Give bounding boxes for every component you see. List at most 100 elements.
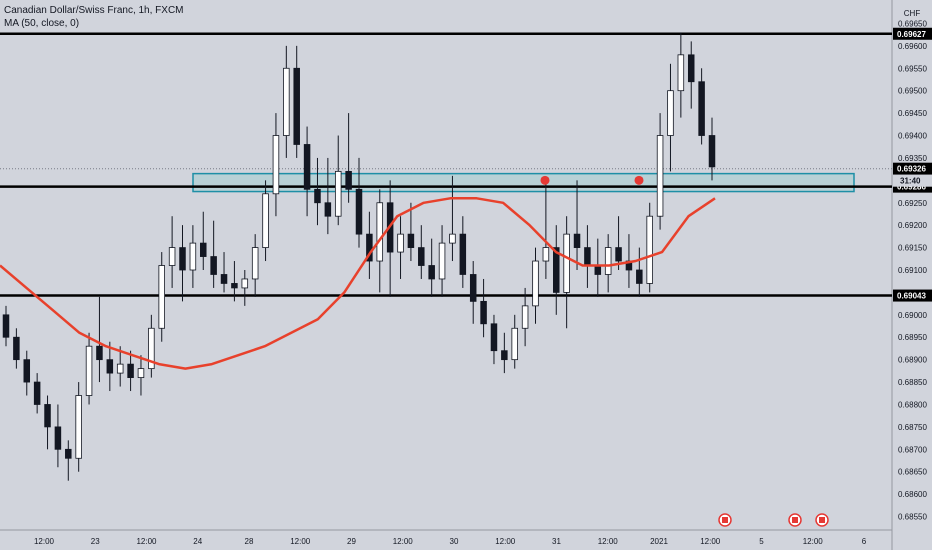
price-tick-label: 0.68700 (898, 445, 927, 454)
bullish-candle (667, 90, 674, 136)
support-resistance-zone (192, 172, 855, 193)
time-tick-label: 12:00 (290, 537, 311, 546)
bearish-candle (293, 67, 300, 145)
symbol-title[interactable]: Canadian Dollar/Swiss Franc, 1h, FXCM (4, 5, 184, 16)
bullish-candle (189, 242, 197, 271)
price-tick-label: 0.69350 (898, 154, 927, 163)
price-tick-label: 0.69150 (898, 244, 927, 253)
bearish-candle (54, 426, 62, 450)
bearish-candle (584, 247, 591, 266)
bullish-candle (168, 247, 176, 266)
countdown-label: 31:40 (900, 177, 921, 186)
bearish-candle (231, 283, 238, 289)
bullish-candle (521, 305, 529, 329)
price-tick-label: 0.68550 (898, 513, 927, 522)
bullish-candle (116, 363, 124, 374)
bearish-candle (501, 350, 508, 361)
price-tick-label: 0.68900 (898, 356, 927, 365)
bearish-candle (106, 359, 114, 374)
bullish-candle (376, 202, 384, 262)
bullish-candle (262, 193, 269, 248)
time-tick-label: 31 (552, 537, 561, 546)
bullish-candle (646, 215, 653, 284)
bearish-candle (480, 300, 487, 325)
moving-average-line (0, 197, 716, 370)
bearish-candle (366, 233, 373, 262)
price-tick-label: 0.68850 (898, 378, 927, 387)
bearish-candle (345, 170, 352, 190)
bullish-candle (158, 265, 165, 329)
time-tick-label: 12:00 (700, 537, 721, 546)
bearish-candle (2, 314, 10, 338)
bullish-candle (148, 327, 155, 370)
time-tick-label: 30 (450, 537, 459, 546)
time-tick-label: 12:00 (598, 537, 619, 546)
bearish-candle (698, 81, 705, 136)
currency-label: CHF (904, 9, 921, 18)
bullish-candle (449, 233, 456, 244)
price-tick-label: 0.69450 (898, 109, 927, 118)
price-tick-label: 0.69400 (898, 132, 927, 141)
bearish-candle (355, 188, 363, 235)
bearish-candle (594, 265, 602, 275)
bearish-candle (314, 188, 321, 204)
bearish-candle (428, 265, 435, 280)
bullish-candle (511, 327, 518, 361)
price-tick-label: 0.69650 (898, 19, 927, 28)
chart-legend: Canadian Dollar/Swiss Franc, 1h, FXCM MA… (4, 4, 184, 30)
bearish-candle (220, 274, 228, 284)
level-price-tag: 0.69286 (897, 183, 926, 192)
price-tick-label: 0.68950 (898, 333, 927, 342)
bullish-candle (677, 54, 685, 92)
canada-flag-icon-glyph (819, 517, 825, 523)
last-price-tag: 0.69326 (897, 165, 926, 174)
bearish-candle (127, 363, 134, 378)
bearish-candle (418, 247, 425, 266)
time-tick-label: 12:00 (495, 537, 516, 546)
last-price-tag-bg (893, 162, 932, 175)
bullish-candle (397, 233, 404, 253)
bearish-candle (303, 144, 311, 190)
bearish-candle (200, 242, 207, 257)
price-tick-label: 0.69600 (898, 42, 927, 51)
price-tick-label: 0.69500 (898, 87, 927, 96)
bullish-candle (563, 233, 570, 293)
price-tick-label: 0.69550 (898, 64, 927, 73)
time-tick-label: 12:00 (34, 537, 55, 546)
time-tick-label: 5 (759, 537, 764, 546)
indicator-title[interactable]: MA (50, close, 0) (4, 18, 80, 29)
bullish-candle (334, 170, 342, 217)
level-price-tag-bg (893, 289, 932, 302)
bullish-candle (75, 395, 82, 459)
bearish-candle (687, 54, 695, 83)
signal-marker (634, 175, 644, 185)
bullish-candle (272, 135, 280, 195)
time-tick-label: 12:00 (393, 537, 414, 546)
bearish-candle (708, 135, 716, 168)
time-tick-label: 12:00 (803, 537, 824, 546)
bearish-candle (490, 323, 498, 352)
bearish-candle (179, 247, 186, 271)
price-tick-label: 0.69100 (898, 266, 927, 275)
time-tick-label: 23 (91, 537, 100, 546)
event-icon-glyph (792, 517, 798, 523)
bearish-candle (469, 274, 477, 302)
signal-marker (540, 175, 550, 185)
bearish-candle (615, 247, 622, 262)
level-price-tag: 0.69043 (897, 292, 926, 301)
bearish-candle (573, 233, 581, 248)
bearish-candle (324, 202, 332, 217)
bullish-candle (283, 67, 290, 136)
bearish-candle (65, 448, 72, 459)
price-tick-label: 0.68650 (898, 468, 927, 477)
countdown-bg (893, 174, 932, 187)
bearish-candle (13, 336, 20, 361)
bullish-candle (542, 247, 550, 262)
bullish-candle (438, 242, 446, 280)
level-price-tag: 0.69627 (897, 30, 926, 39)
price-tick-label: 0.69250 (898, 199, 927, 208)
time-tick-label: 28 (245, 537, 254, 546)
price-tick-label: 0.69000 (898, 311, 927, 320)
